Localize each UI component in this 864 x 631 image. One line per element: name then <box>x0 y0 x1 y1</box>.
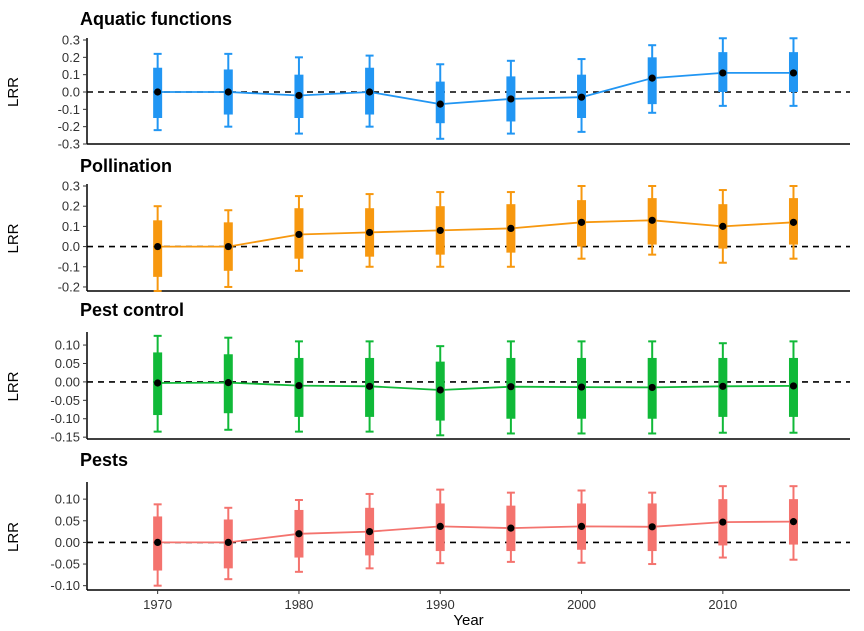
y-tick-label: 0.3 <box>62 179 80 194</box>
data-point <box>154 242 162 251</box>
data-point <box>436 226 444 235</box>
y-tick-label: -0.2 <box>58 279 80 294</box>
data-point <box>789 518 798 526</box>
data-point <box>154 379 162 387</box>
data-point <box>436 100 444 108</box>
y-tick-label: -0.10 <box>50 411 80 426</box>
y-tick-label: -0.05 <box>50 557 80 572</box>
x-tick-label: 1980 <box>284 597 313 612</box>
data-point <box>295 91 303 100</box>
y-tick-label: 0.0 <box>62 239 80 254</box>
data-point <box>648 74 656 82</box>
data-point <box>295 381 303 390</box>
data-point <box>577 218 586 226</box>
y-tick-label: 0.2 <box>62 199 80 214</box>
x-tick-label: 2000 <box>567 597 596 612</box>
data-point <box>719 222 727 230</box>
data-point <box>365 88 374 96</box>
series-line <box>157 520 794 544</box>
data-point <box>507 524 515 532</box>
y-tick-label: -0.15 <box>50 430 80 445</box>
y-tick-label: 0.0 <box>62 85 80 100</box>
data-point <box>789 382 798 390</box>
y-tick-label: -0.1 <box>58 259 80 274</box>
data-point <box>719 382 727 390</box>
series-line <box>157 219 794 248</box>
y-tick-label: -0.10 <box>50 578 80 593</box>
y-tick-label: 0.3 <box>62 33 80 48</box>
data-point <box>507 383 515 391</box>
y-axis-title: LRR <box>5 223 22 253</box>
panel-title: Pollination <box>80 156 172 176</box>
data-point <box>365 382 374 390</box>
panel-title: Pests <box>80 450 128 470</box>
data-point <box>789 69 798 77</box>
y-axis-title: LRR <box>5 522 22 552</box>
y-tick-label: 0.10 <box>55 492 80 507</box>
data-point <box>789 218 798 226</box>
x-tick-label: 2010 <box>708 597 737 612</box>
data-point <box>648 216 656 224</box>
y-tick-label: 0.00 <box>55 374 80 389</box>
data-point <box>577 383 586 391</box>
y-axis-title: LRR <box>5 371 22 401</box>
y-tick-label: -0.3 <box>58 137 80 152</box>
data-point <box>507 95 515 103</box>
data-point <box>648 383 656 392</box>
data-point <box>154 88 162 96</box>
x-tick-label: 1970 <box>143 597 172 612</box>
data-point <box>719 518 727 526</box>
data-point <box>648 523 656 531</box>
x-tick-label: 1990 <box>426 597 455 612</box>
series-line <box>157 381 794 391</box>
data-point <box>295 230 303 239</box>
data-point <box>719 69 727 77</box>
data-point <box>577 522 586 531</box>
data-point <box>295 530 303 538</box>
data-point <box>365 527 374 536</box>
data-point <box>436 522 444 531</box>
data-point <box>224 379 232 387</box>
data-point <box>365 228 374 237</box>
y-tick-label: 0.10 <box>55 338 80 353</box>
y-tick-label: -0.05 <box>50 393 80 408</box>
y-axis-title: LRR <box>5 77 22 107</box>
data-point <box>577 93 586 101</box>
y-tick-label: 0.2 <box>62 50 80 65</box>
panel-title: Pest control <box>80 300 184 320</box>
panel-title: Aquatic functions <box>80 9 232 29</box>
x-axis-title: Year <box>453 612 483 629</box>
y-tick-label: -0.1 <box>58 102 80 117</box>
data-point <box>224 88 232 96</box>
y-tick-label: 0.05 <box>55 513 80 528</box>
y-tick-label: 0.00 <box>55 535 80 550</box>
y-tick-label: 0.1 <box>62 67 80 82</box>
data-point <box>154 538 162 547</box>
y-tick-label: 0.05 <box>55 356 80 371</box>
data-point <box>224 242 232 251</box>
data-point <box>224 538 232 547</box>
y-tick-label: -0.2 <box>58 119 80 134</box>
data-point <box>507 224 515 233</box>
data-point <box>436 386 444 394</box>
series-line <box>157 72 794 106</box>
y-tick-label: 0.1 <box>62 219 80 234</box>
